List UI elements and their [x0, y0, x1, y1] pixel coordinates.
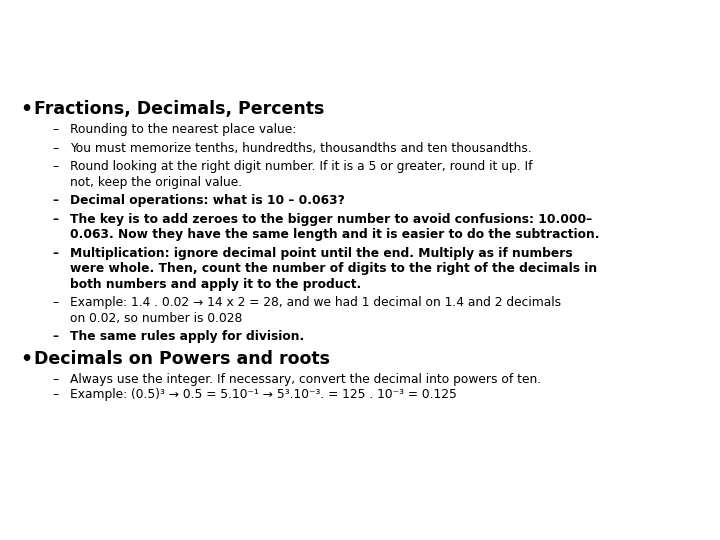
- Text: Decimal operations: what is 10 – 0.063?: Decimal operations: what is 10 – 0.063?: [70, 194, 345, 207]
- Text: –: –: [52, 123, 58, 136]
- Text: Multiplication: ignore decimal point until the end. Multiply as if numbers: Multiplication: ignore decimal point unt…: [70, 247, 572, 260]
- Text: Fractions, Decimals, Percents: Fractions, Decimals, Percents: [34, 100, 325, 118]
- Text: on 0.02, so number is 0.028: on 0.02, so number is 0.028: [70, 312, 243, 325]
- Text: •: •: [20, 100, 32, 119]
- Text: not, keep the original value.: not, keep the original value.: [70, 176, 242, 188]
- Text: The key is to add zeroes to the bigger number to avoid confusions: 10.000–: The key is to add zeroes to the bigger n…: [70, 213, 592, 226]
- Text: Example: (0.5)³ → 0.5 = 5.10⁻¹ → 5³.10⁻³. = 125 . 10⁻³ = 0.125: Example: (0.5)³ → 0.5 = 5.10⁻¹ → 5³.10⁻³…: [70, 388, 457, 401]
- Text: 0.063. Now they have the same length and it is easier to do the subtraction.: 0.063. Now they have the same length and…: [70, 228, 600, 241]
- Text: –: –: [52, 388, 58, 401]
- Text: •: •: [20, 350, 32, 369]
- Text: –: –: [52, 330, 58, 343]
- Text: –: –: [52, 160, 58, 173]
- Text: were whole. Then, count the number of digits to the right of the decimals in: were whole. Then, count the number of di…: [70, 262, 597, 275]
- Text: The same rules apply for division.: The same rules apply for division.: [70, 330, 305, 343]
- Text: both numbers and apply it to the product.: both numbers and apply it to the product…: [70, 278, 361, 291]
- Text: You must memorize tenths, hundredths, thousandths and ten thousandths.: You must memorize tenths, hundredths, th…: [70, 141, 532, 154]
- Text: –: –: [52, 247, 58, 260]
- Text: –: –: [52, 373, 58, 386]
- Text: –: –: [52, 141, 58, 154]
- Text: Decimals on Powers and roots: Decimals on Powers and roots: [34, 350, 330, 368]
- Text: Always use the integer. If necessary, convert the decimal into powers of ten.: Always use the integer. If necessary, co…: [70, 373, 541, 386]
- Text: FDPs - Decimals: FDPs - Decimals: [287, 49, 433, 66]
- Text: Rounding to the nearest place value:: Rounding to the nearest place value:: [70, 123, 296, 136]
- Text: Example: 1.4 . 0.02 → 14 x 2 = 28, and we had 1 decimal on 1.4 and 2 decimals: Example: 1.4 . 0.02 → 14 x 2 = 28, and w…: [70, 296, 561, 309]
- Text: –: –: [52, 296, 58, 309]
- Text: –: –: [52, 194, 58, 207]
- Text: –: –: [52, 213, 58, 226]
- Text: Round looking at the right digit number. If it is a 5 or greater, round it up. I: Round looking at the right digit number.…: [70, 160, 533, 173]
- Text: Quantitative Review: Quantitative Review: [269, 22, 451, 39]
